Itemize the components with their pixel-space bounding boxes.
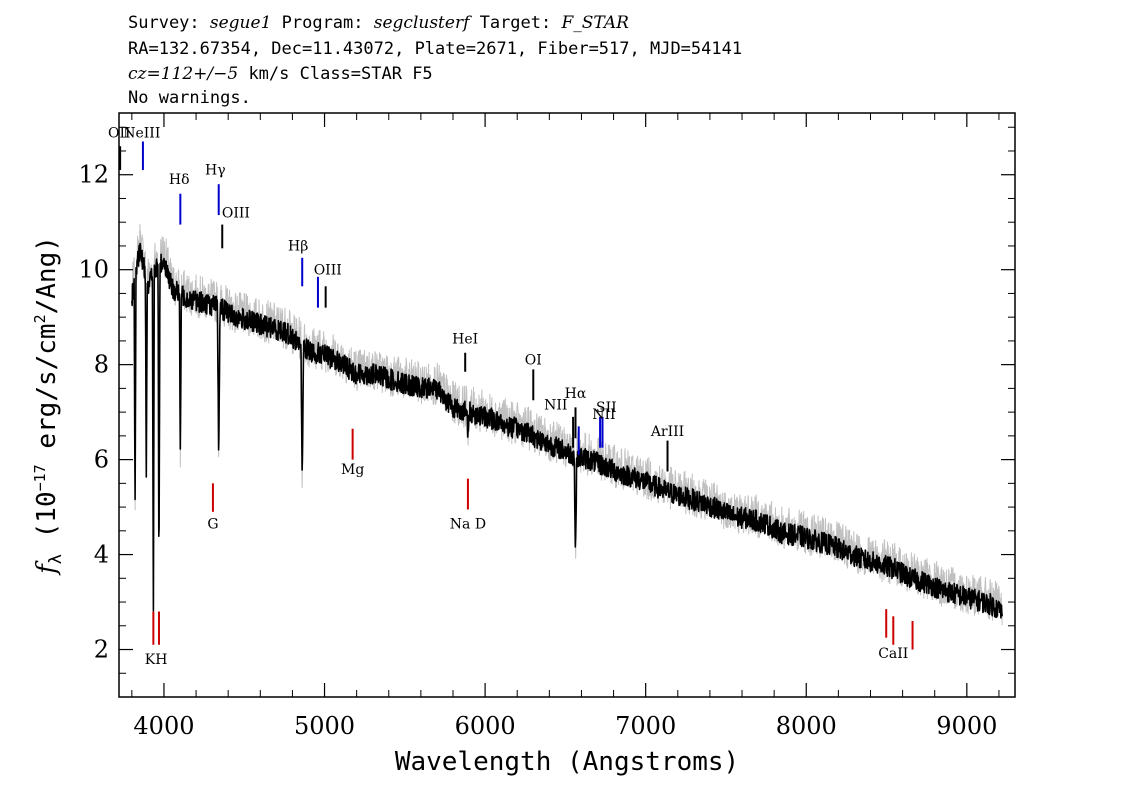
emission-line-label: Hα [565, 386, 587, 402]
header-line-4: No warnings. [128, 88, 251, 108]
y-tick-label: 4 [94, 541, 109, 569]
emission-line-label: OI [525, 353, 542, 369]
emission-line-label: NeIII [123, 126, 160, 142]
absorption-line-label: CaII [878, 646, 908, 662]
emission-line-label: Hδ [169, 172, 190, 188]
emission-line-label: OII [108, 126, 131, 142]
emission-line-label: ArIII [650, 424, 684, 440]
y-axis-label: fλ (10−17 erg/s/cm2/Ang) [31, 236, 66, 576]
smoothed-series-line [131, 242, 1003, 619]
header-line-1: Survey: segue1 Program: segclusterf Targ… [128, 13, 629, 33]
absorption-line-label: Na D [450, 516, 486, 532]
absorption-line-label: KH [145, 652, 168, 668]
y-tick-label: 10 [78, 256, 109, 284]
y-tick-label: 8 [94, 351, 109, 379]
emission-line-label: HeI [452, 331, 478, 347]
y-tick-label: 12 [78, 161, 109, 189]
absorption-line-label: Mg [341, 462, 364, 478]
x-tick-label: 9000 [936, 712, 997, 740]
x-tick-label: 4000 [133, 712, 194, 740]
emission-line-label: Hβ [288, 239, 308, 255]
plot-area [119, 141, 1003, 650]
emission-line-label: NII [544, 398, 567, 414]
emission-line-label: SII [596, 400, 617, 416]
header-line-3: cz=112+/−5 km/s Class=STAR F5 [128, 64, 433, 84]
x-tick-label: 7000 [615, 712, 676, 740]
emission-line-label: OIII [222, 205, 250, 221]
x-tick-label: 6000 [455, 712, 516, 740]
y-tick-label: 6 [94, 446, 109, 474]
y-tick-label: 2 [94, 636, 109, 664]
emission-line-label: NII [592, 407, 615, 423]
line-labels: OIINeIIIHδHγOIIIHβOIIIHeIOINIIHαNIISIIAr… [108, 126, 908, 668]
x-axis-label: Wavelength (Angstroms) [395, 747, 739, 777]
header-line-2: RA=132.67354, Dec=11.43072, Plate=2671, … [128, 39, 742, 59]
x-tick-label: 8000 [776, 712, 837, 740]
x-tick-label: 5000 [294, 712, 355, 740]
emission-line-label: Hγ [205, 163, 226, 179]
axis-ticks: 4000 5000 6000 7000 8000 9000 2 4 6 8 10 12 [78, 113, 1015, 740]
absorption-line-label: G [207, 516, 218, 532]
flux-series-line [131, 223, 1003, 626]
emission-line-label: OIII [314, 262, 342, 278]
plot-frame [118, 112, 1016, 698]
